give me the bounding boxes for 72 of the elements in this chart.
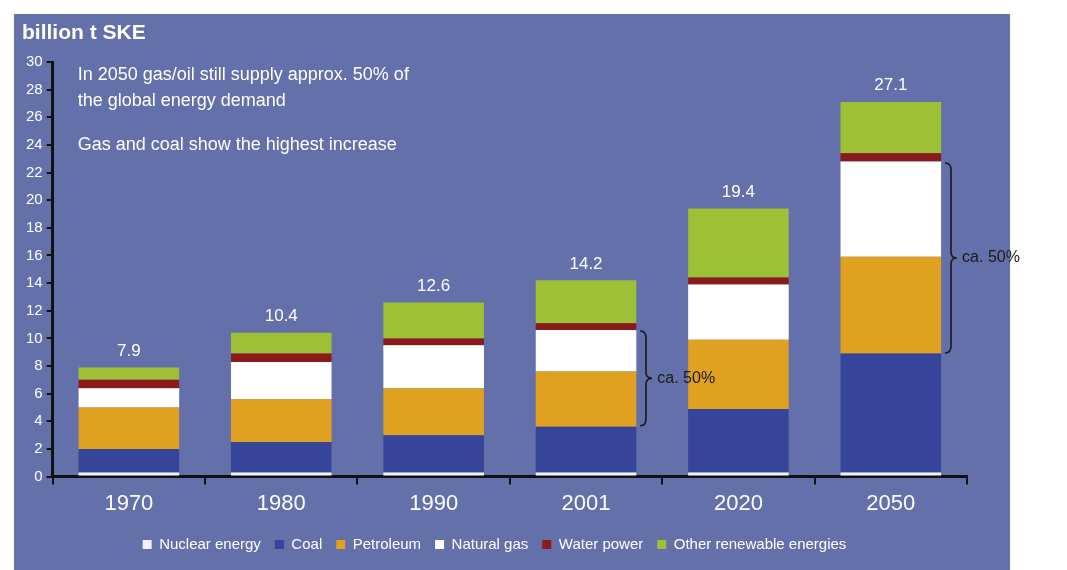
bar (78, 448, 180, 473)
total-label: 10.4 (264, 306, 298, 326)
bar (383, 472, 484, 476)
legend-label: Coal (291, 534, 323, 552)
bar (840, 353, 942, 473)
y-tick-label: 22 (26, 162, 43, 180)
bar (840, 153, 942, 162)
x-tick-label: 2020 (713, 489, 763, 515)
bar (535, 371, 637, 427)
y-tick-label: 20 (26, 190, 43, 208)
bar (840, 256, 942, 354)
total-label: 7.9 (117, 340, 141, 360)
y-tick-label: 28 (26, 79, 43, 97)
bar (383, 302, 484, 339)
y-tick-label: 18 (26, 217, 43, 235)
x-tick-label: 2001 (561, 489, 611, 515)
total-label: 12.6 (417, 275, 451, 295)
bar (688, 208, 789, 278)
bar (688, 284, 789, 340)
bar (230, 361, 332, 400)
y-tick-label: 8 (34, 356, 43, 374)
bar (383, 435, 484, 473)
y-tick-label: 0 (34, 466, 43, 484)
bar (688, 472, 789, 476)
bar (840, 472, 942, 476)
y-tick-label: 26 (26, 107, 43, 125)
y-tick-label: 10 (26, 328, 43, 346)
annotation: In 2050 gas/oil still supply approx. 50% of the global energy demand (77, 63, 410, 110)
y-tick-label: 12 (26, 300, 43, 318)
bar (78, 388, 180, 408)
y-tick-label: 30 (26, 52, 43, 70)
x-tick-label: 2050 (866, 489, 916, 515)
annotation: Gas and coal show the highest increase (77, 133, 397, 154)
bar (840, 161, 942, 257)
bar (535, 472, 637, 476)
x-tick-label: 1980 (256, 489, 306, 515)
bar (535, 330, 637, 372)
y-tick-label: 24 (26, 135, 43, 153)
bar (230, 332, 332, 354)
bar (688, 277, 789, 285)
bar (230, 399, 332, 443)
legend-label: Water power (558, 534, 644, 552)
x-tick-label: 1970 (104, 489, 154, 515)
bar (78, 379, 180, 389)
bar (535, 323, 637, 331)
bar (230, 353, 332, 362)
bar (78, 367, 180, 380)
legend-label: Petroleum (352, 534, 422, 552)
y-axis-title: billion t SKE (22, 20, 146, 44)
bar (688, 408, 789, 473)
bar (383, 338, 484, 346)
y-tick-label: 6 (34, 383, 43, 401)
bar (535, 426, 637, 473)
y-tick-label: 2 (34, 439, 43, 457)
legend-label: Other renewable energies (673, 534, 847, 552)
bar (383, 388, 484, 436)
total-label: 27.1 (874, 75, 908, 95)
y-tick-label: 4 (34, 411, 43, 429)
bar (78, 407, 180, 449)
bar (383, 345, 484, 389)
legend-label: Nuclear energy (159, 534, 262, 552)
x-tick-label: 1990 (409, 489, 459, 515)
total-label: 14.2 (569, 253, 603, 273)
y-tick-label: 16 (26, 245, 43, 263)
bar (230, 472, 332, 476)
bar (840, 102, 942, 154)
legend-label: Natural gas (451, 534, 529, 552)
bar (78, 472, 180, 476)
y-tick-label: 14 (26, 273, 43, 291)
bar (535, 280, 637, 324)
bar (230, 442, 332, 473)
total-label: 19.4 (721, 181, 755, 201)
